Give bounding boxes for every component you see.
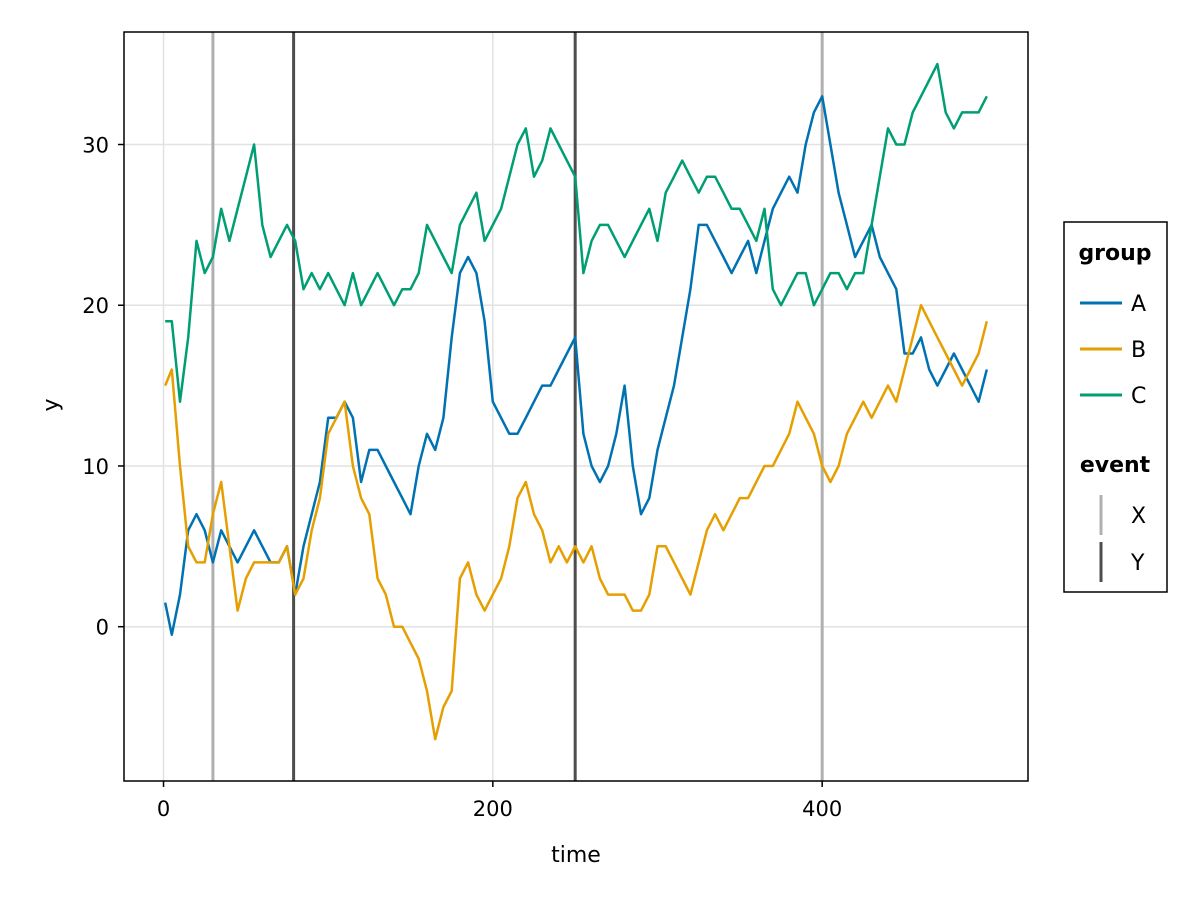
- y-axis-label: y: [39, 398, 64, 411]
- legend-title-event: event: [1080, 453, 1151, 478]
- plot-frame: [123, 31, 1029, 782]
- y-tick-label: 10: [82, 455, 109, 479]
- x-axis-label: time: [551, 843, 601, 868]
- x-tick-label: 400: [802, 797, 842, 821]
- series-line-b: [164, 303, 989, 741]
- series-line-a: [163, 95, 989, 636]
- legend-box: [1063, 221, 1168, 593]
- legend-title-group: group: [1078, 241, 1151, 266]
- x-tick-label: 0: [157, 797, 170, 821]
- legend-label-c: C: [1131, 384, 1146, 409]
- series-line-c: [165, 62, 988, 403]
- y-tick-label: 30: [82, 134, 109, 158]
- legend-label-b: B: [1131, 338, 1146, 363]
- axis-ticks: 0 200 400 0 10 20 30: [82, 134, 842, 821]
- legend: group A B C event X Y: [1063, 221, 1168, 593]
- series-lines: [163, 62, 989, 741]
- event-lines: [211, 32, 824, 781]
- x-tick-label: 200: [473, 797, 513, 821]
- y-tick-label: 20: [82, 294, 109, 318]
- legend-label-a: A: [1131, 292, 1146, 317]
- legend-label-y: Y: [1130, 551, 1145, 576]
- y-tick-label: 0: [96, 616, 109, 640]
- legend-label-x: X: [1131, 504, 1146, 529]
